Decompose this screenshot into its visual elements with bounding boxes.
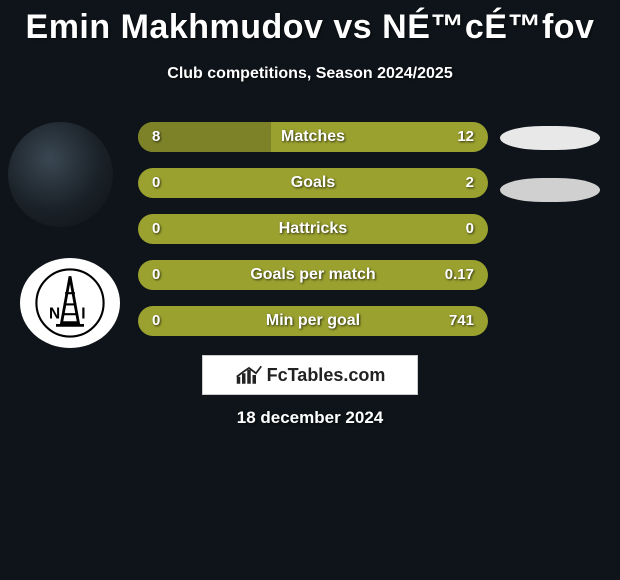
stat-value-right: 0.17 <box>445 260 474 290</box>
stat-value-right: 12 <box>457 122 474 152</box>
stat-label: Matches <box>138 122 488 152</box>
svg-text:N: N <box>49 305 60 322</box>
comparison-card: Emin Makhmudov vs NÉ™cÉ™fov Club competi… <box>0 0 620 580</box>
svg-text:I: I <box>81 305 85 322</box>
chart-icon <box>235 364 263 386</box>
brand-text: FcTables.com <box>267 365 386 386</box>
stat-label: Goals <box>138 168 488 198</box>
date-text: 18 december 2024 <box>0 408 620 428</box>
stat-bar-min-per-goal: 0 Min per goal 741 <box>138 306 488 336</box>
stat-bar-hattricks: 0 Hattricks 0 <box>138 214 488 244</box>
stat-value-right: 2 <box>466 168 474 198</box>
club-badge-left: N I <box>20 258 120 348</box>
stat-bar-matches: 8 Matches 12 <box>138 122 488 152</box>
stat-value-right: 741 <box>449 306 474 336</box>
player-avatar-left <box>8 122 113 227</box>
page-title: Emin Makhmudov vs NÉ™cÉ™fov <box>0 8 620 47</box>
brand-link[interactable]: FcTables.com <box>202 355 418 395</box>
stats-bars: 8 Matches 12 0 Goals 2 0 Hattricks 0 0 G… <box>138 122 488 352</box>
stat-label: Hattricks <box>138 214 488 244</box>
oil-derrick-icon: N I <box>35 268 105 338</box>
player-avatar-right-placeholder-1 <box>500 126 600 150</box>
stat-label: Goals per match <box>138 260 488 290</box>
stat-bar-goals: 0 Goals 2 <box>138 168 488 198</box>
stat-label: Min per goal <box>138 306 488 336</box>
player-avatar-right-placeholder-2 <box>500 178 600 202</box>
stat-bar-goals-per-match: 0 Goals per match 0.17 <box>138 260 488 290</box>
page-subtitle: Club competitions, Season 2024/2025 <box>0 65 620 83</box>
stat-value-right: 0 <box>466 214 474 244</box>
